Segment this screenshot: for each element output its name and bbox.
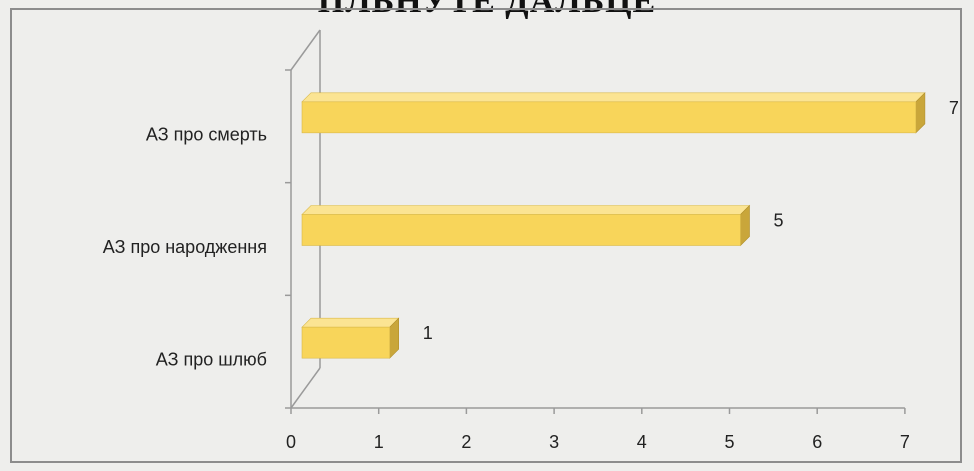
bar bbox=[301, 101, 917, 134]
data-label: 7 bbox=[949, 98, 959, 118]
bar bbox=[301, 326, 390, 359]
x-tick-label: 1 bbox=[374, 432, 384, 452]
x-tick-label: 5 bbox=[724, 432, 734, 452]
x-tick-label: 7 bbox=[900, 432, 910, 452]
x-tick-label: 4 bbox=[637, 432, 647, 452]
category-label: АЗ про смерть bbox=[146, 124, 267, 144]
cropped-chart-heading: ПЛЬНУТЕ ДАЛЬЦЕ bbox=[317, 0, 657, 20]
category-label: АЗ про шлюб bbox=[156, 350, 267, 370]
y-axis-depth-top bbox=[290, 29, 321, 71]
category-label: АЗ про народження bbox=[103, 237, 267, 257]
y-axis-depth-bottom bbox=[290, 367, 321, 409]
x-tick-label: 2 bbox=[461, 432, 471, 452]
bar bbox=[301, 214, 741, 246]
x-tick-label: 0 bbox=[286, 432, 296, 452]
bar-top bbox=[301, 92, 926, 103]
data-label: 5 bbox=[774, 211, 784, 231]
bar-top bbox=[301, 317, 400, 328]
x-tick-label: 3 bbox=[549, 432, 559, 452]
chart-frame bbox=[10, 8, 962, 463]
bar-top bbox=[301, 205, 751, 215]
data-label: 1 bbox=[423, 323, 433, 343]
x-tick-label: 6 bbox=[812, 432, 822, 452]
